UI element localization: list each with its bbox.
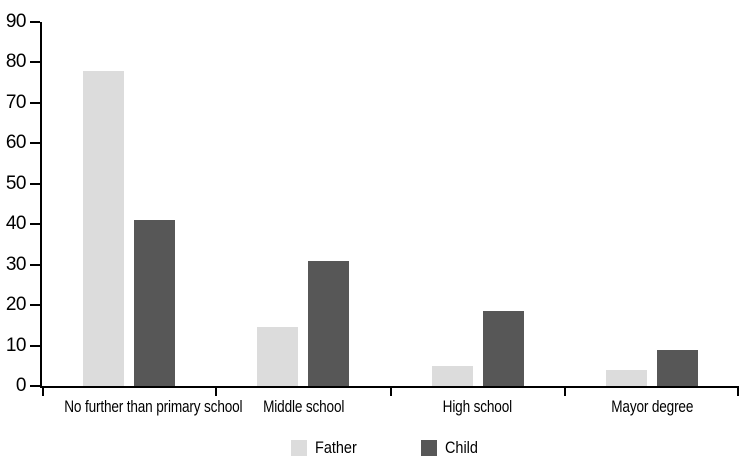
- y-axis-tick: [30, 304, 40, 307]
- x-axis-tick: [390, 388, 392, 396]
- y-axis-tick: [30, 101, 40, 104]
- bar-father-3: [431, 365, 473, 386]
- bar-father-1: [83, 70, 125, 386]
- category-label-text: High school: [442, 397, 513, 416]
- y-axis-tick-label: 0: [15, 375, 27, 396]
- y-axis-tick: [30, 182, 40, 185]
- x-axis-tick: [42, 388, 44, 396]
- y-axis-tick: [30, 61, 40, 64]
- bar-child-4: [656, 349, 698, 386]
- y-axis-tick: [30, 223, 40, 226]
- y-axis-tick: [30, 21, 40, 23]
- category-label: No further than primary school: [42, 397, 242, 416]
- legend-item-child: Child: [420, 438, 484, 457]
- y-axis-tick: [30, 142, 40, 145]
- category-label-text: Middle school: [262, 397, 344, 416]
- y-axis-tick-label: 60: [5, 132, 27, 154]
- x-axis-tick: [564, 388, 566, 396]
- legend: Father Child: [24, 438, 750, 457]
- legend-swatch-father: [290, 439, 307, 456]
- y-axis-tick-label: 30: [5, 253, 27, 275]
- category-label-text: No further than primary school: [64, 397, 243, 416]
- legend-label: Child: [444, 438, 478, 457]
- y-axis-tick: [30, 263, 40, 266]
- bar-child-2: [308, 260, 350, 386]
- bar-father-4: [605, 369, 647, 386]
- x-axis-tick: [215, 388, 217, 396]
- y-axis-tick-label: 80: [5, 51, 27, 73]
- legend-swatch-child: [420, 439, 437, 456]
- y-axis-tick-label: 50: [5, 172, 27, 194]
- y-axis-tick-label: 70: [5, 91, 27, 113]
- plot-area: 0 10 20 30 40 50 60 70 80 90 No further than prima…: [6, 12, 739, 416]
- legend-label: Father: [314, 438, 357, 457]
- bar-child-3: [482, 311, 524, 386]
- y-axis-tick-label: 10: [5, 334, 27, 356]
- y-axis-tick: [30, 344, 40, 347]
- y-axis-tick-label: 40: [5, 213, 27, 235]
- y-axis-tick-label: 90: [5, 11, 27, 32]
- legend-item-father: Father: [290, 438, 364, 457]
- category-label: Mayor degree: [565, 397, 739, 416]
- x-axis-tick: [737, 388, 739, 396]
- y-axis-tick-label: 20: [5, 294, 27, 316]
- bar-father-2: [257, 327, 299, 386]
- y-axis-tick: [30, 385, 40, 387]
- category-label-text: Mayor degree: [610, 397, 693, 416]
- category-label: High school: [391, 397, 565, 416]
- bar-child-1: [134, 220, 176, 386]
- category-label: Middle school: [216, 397, 390, 416]
